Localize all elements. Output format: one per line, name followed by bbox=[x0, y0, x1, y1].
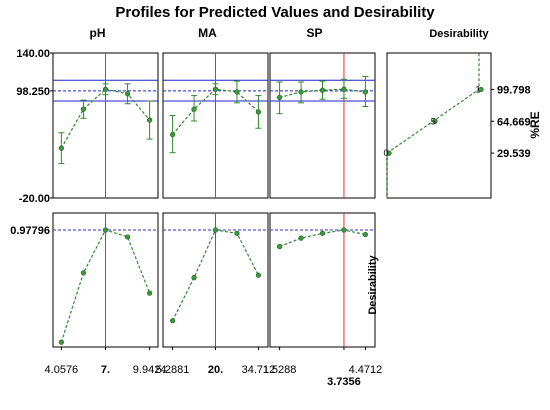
x-tick-label: 4.4712 bbox=[349, 364, 383, 376]
predicted-point bbox=[124, 91, 131, 97]
x-tick-label: 1.5288 bbox=[263, 364, 297, 376]
factor-title-sp: SP bbox=[306, 26, 322, 40]
desirability-point bbox=[298, 235, 304, 241]
desirability-point bbox=[169, 318, 176, 324]
response-row-label: %RE bbox=[528, 111, 542, 138]
predicted-point bbox=[169, 131, 176, 138]
desirability-function-title: Desirability bbox=[429, 28, 489, 40]
desirability-point bbox=[319, 230, 326, 236]
predicted-point bbox=[58, 145, 64, 151]
desirability-function-point-label: 1 bbox=[475, 84, 480, 94]
chart-title: Profiles for Predicted Values and Desira… bbox=[115, 4, 435, 21]
desirability-function-y-tick-label: 64.669 bbox=[497, 116, 531, 128]
desirability-point bbox=[362, 231, 369, 238]
desirability-function-y-tick-label: 99.798 bbox=[497, 84, 531, 96]
desirability-point bbox=[80, 270, 87, 276]
desirability-function-point bbox=[386, 150, 392, 156]
desirability-point bbox=[212, 227, 219, 233]
desirability-function-y-tick-label: 29.539 bbox=[497, 148, 531, 160]
desirability-point bbox=[58, 339, 64, 345]
response-y-tick-label: -20.00 bbox=[19, 193, 50, 205]
predicted-point bbox=[276, 94, 283, 101]
predicted-point bbox=[212, 86, 219, 92]
desirability-row-label: Desirability bbox=[367, 254, 379, 314]
desirability-function-point bbox=[432, 118, 438, 124]
predicted-point bbox=[102, 86, 109, 92]
desirability-point bbox=[234, 230, 240, 236]
desirability-function-point-label: 0 bbox=[383, 148, 388, 158]
factor-title-ph: pH bbox=[90, 26, 106, 40]
desirability-point bbox=[255, 272, 262, 278]
predicted-point bbox=[255, 109, 262, 115]
desirability-point bbox=[276, 243, 283, 250]
predicted-point bbox=[147, 117, 153, 123]
predicted-point bbox=[298, 89, 304, 95]
response-y-tick-label: 98.250 bbox=[16, 86, 50, 98]
x-tick-label: 7. bbox=[101, 364, 110, 376]
desirability-y-tick-label: 0.97796 bbox=[10, 225, 50, 237]
x-tick-label: 20. bbox=[208, 364, 223, 376]
desirability-function-point bbox=[478, 86, 484, 93]
x-tick-label: 4.0576 bbox=[45, 364, 79, 376]
predicted-point bbox=[80, 106, 87, 112]
desirability-point bbox=[341, 227, 347, 233]
desirability-point bbox=[191, 275, 197, 281]
desirability-point bbox=[124, 234, 131, 240]
predicted-point bbox=[319, 87, 326, 93]
x-tick-label: 9.9424 bbox=[133, 364, 167, 376]
predicted-point bbox=[362, 89, 369, 95]
x-tick-label: 3.7356 bbox=[327, 376, 361, 388]
x-tick-label: 5.2881 bbox=[156, 364, 190, 376]
predicted-profile-line bbox=[279, 88, 366, 98]
desirability-point bbox=[102, 227, 109, 233]
desirability-function-point-label: .5 bbox=[428, 116, 436, 126]
x-tick-label: 34.712 bbox=[242, 364, 276, 376]
desirability-function-panel bbox=[386, 52, 492, 199]
predicted-point bbox=[341, 86, 347, 92]
response-y-tick-label: 140.00 bbox=[16, 48, 50, 60]
predicted-point bbox=[191, 106, 197, 112]
response-panel-sp bbox=[269, 52, 376, 199]
predicted-point bbox=[234, 89, 240, 95]
factor-title-ma: MA bbox=[198, 26, 217, 40]
desirability-point bbox=[147, 290, 153, 296]
